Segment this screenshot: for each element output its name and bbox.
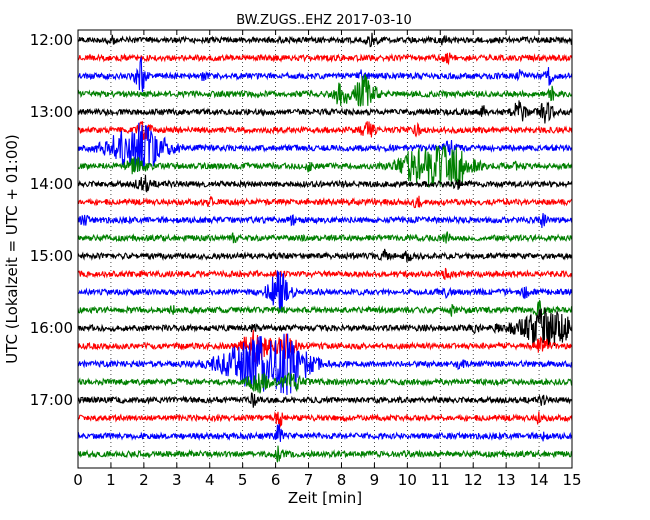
x-tick-label: 0 — [73, 471, 83, 489]
x-tick-label: 8 — [337, 471, 347, 489]
seismic-trace — [77, 121, 573, 141]
x-tick-label: 3 — [172, 471, 182, 489]
seismic-trace — [77, 122, 573, 172]
y-tick-label: 17:00 — [30, 391, 73, 409]
seismic-trace — [77, 329, 573, 364]
seismic-trace — [77, 392, 573, 408]
y-tick-label: 15:00 — [30, 247, 73, 265]
y-tick-label: 13:00 — [30, 103, 73, 121]
x-axis-label: Zeit [min] — [288, 489, 362, 507]
seismic-trace — [77, 74, 573, 107]
x-tick-label: 7 — [304, 471, 314, 489]
x-tick-label: 10 — [398, 471, 417, 489]
x-tick-label: 15 — [562, 471, 581, 489]
seismic-trace — [77, 371, 573, 394]
x-tick-label: 11 — [431, 471, 450, 489]
seismic-trace — [77, 55, 573, 93]
plot-frame — [77, 29, 573, 469]
y-tick-label: 14:00 — [30, 175, 73, 193]
seismic-trace — [77, 333, 573, 396]
seismic-trace — [77, 213, 573, 229]
seismic-trace — [77, 270, 573, 313]
seismic-trace — [77, 100, 573, 124]
seismic-trace — [77, 52, 573, 66]
y-tick-label: 12:00 — [30, 31, 73, 49]
x-tick-label: 6 — [271, 471, 281, 489]
seismic-trace — [77, 423, 573, 442]
x-tick-label: 12 — [464, 471, 483, 489]
x-tick-label: 1 — [106, 471, 116, 489]
x-axis: 0 1 2 3 4 5 6 7 8 9 10 11 12 13 14 15 — [73, 30, 582, 489]
x-tick-label: 5 — [238, 471, 248, 489]
seismic-trace — [77, 411, 573, 428]
y-axis-label: UTC (Lokalzeit = UTC + 01:00) — [3, 134, 21, 364]
chart-title: BW.ZUGS..EHZ 2017-03-10 — [236, 13, 412, 28]
y-axis: 12:00 13:00 14:00 15:00 16:00 17:00 — [30, 31, 572, 409]
seismic-trace — [77, 32, 573, 48]
x-tick-label: 2 — [139, 471, 149, 489]
x-tick-label: 14 — [530, 471, 549, 489]
seismic-trace — [77, 195, 573, 209]
x-tick-label: 13 — [497, 471, 516, 489]
x-tick-label: 4 — [205, 471, 215, 489]
seismic-trace — [77, 145, 573, 188]
seismic-trace — [77, 267, 573, 280]
seismic-trace — [77, 231, 573, 244]
seismic-trace — [77, 307, 573, 348]
seismic-trace — [77, 445, 573, 463]
seismic-trace — [77, 299, 573, 318]
trace-layer — [77, 32, 573, 463]
x-tick-label: 9 — [370, 471, 380, 489]
y-tick-label: 16:00 — [30, 319, 73, 337]
seismic-trace — [77, 248, 573, 263]
seismic-trace — [77, 174, 573, 193]
